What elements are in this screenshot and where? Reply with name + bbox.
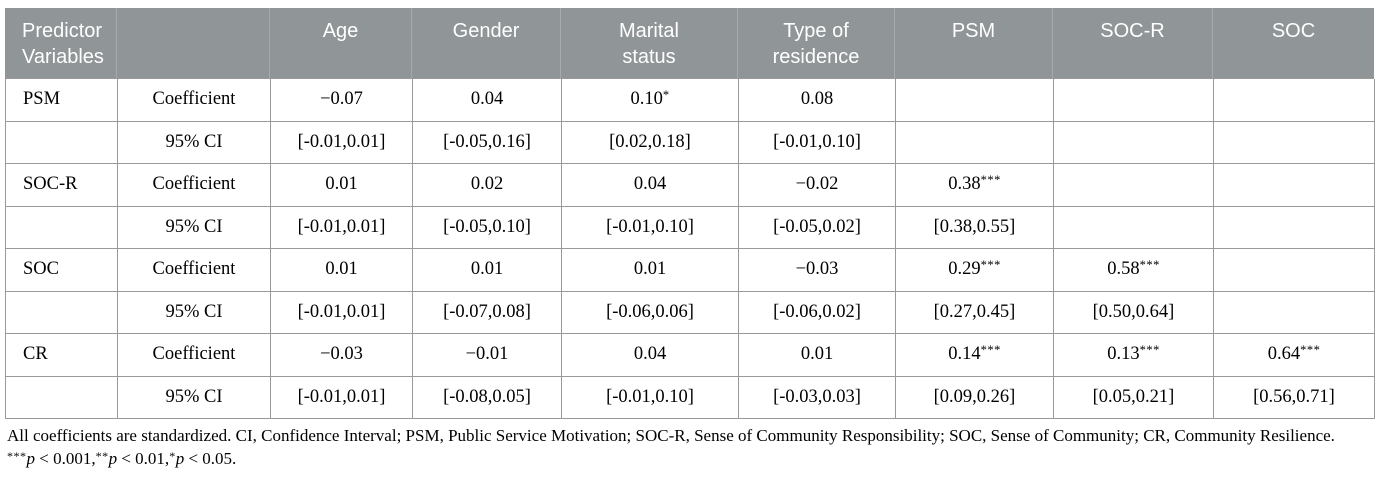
predictor-cell: PSM <box>6 79 118 122</box>
stat-label-cell: 95% CI <box>118 291 271 334</box>
column-header-marital-status: Marital status <box>561 8 738 78</box>
table-row: 95% CI [-0.01,0.01] [-0.05,0.16] [0.02,0.18… <box>6 121 1375 164</box>
value-cell: 0.04 <box>562 334 739 377</box>
predictor-cell <box>6 291 118 334</box>
value-cell <box>1214 206 1375 249</box>
value-cell: [0.38,0.55] <box>896 206 1054 249</box>
column-header-gender: Gender <box>412 8 561 78</box>
value-cell: 0.04 <box>413 79 562 122</box>
stat-label-cell: 95% CI <box>118 121 271 164</box>
value-cell <box>1054 206 1214 249</box>
stat-label-cell: Coefficient <box>118 79 271 122</box>
predictor-cell: SOC <box>6 249 118 292</box>
column-header-type-of-residence: Type of residence <box>738 8 895 78</box>
value-cell: −0.03 <box>271 334 413 377</box>
column-header-psm: PSM <box>895 8 1053 78</box>
column-header-age: Age <box>270 8 412 78</box>
value-cell: [-0.05,0.16] <box>413 121 562 164</box>
value-cell: [0.27,0.45] <box>896 291 1054 334</box>
value-cell: 0.13 *** <box>1054 334 1214 377</box>
value-cell: −0.07 <box>271 79 413 122</box>
value-cell: [-0.05,0.10] <box>413 206 562 249</box>
stat-label-cell: 95% CI <box>118 376 271 419</box>
predictor-cell <box>6 121 118 164</box>
value-cell: 0.01 <box>271 249 413 292</box>
table-body: PSM Coefficient −0.07 0.04 0.10 * 0.08 95% CI [-… <box>5 78 1375 419</box>
value-cell: [-0.03,0.03] <box>739 376 896 419</box>
value-cell: [0.02,0.18] <box>562 121 739 164</box>
table-row: CR Coefficient −0.03 −0.01 0.04 0.01 0.14 *** 0.… <box>6 334 1375 377</box>
value-cell: [-0.01,0.01] <box>271 291 413 334</box>
significance-note: ***p < 0.001,**p < 0.01,*p < 0.05. <box>7 449 237 468</box>
value-cell: 0.38 *** <box>896 164 1054 207</box>
predictor-cell: SOC-R <box>6 164 118 207</box>
stat-label-cell: 95% CI <box>118 206 271 249</box>
predictor-cell <box>6 206 118 249</box>
value-cell <box>1214 79 1375 122</box>
value-cell: [0.09,0.26] <box>896 376 1054 419</box>
value-cell: [-0.07,0.08] <box>413 291 562 334</box>
value-cell <box>1214 164 1375 207</box>
value-cell: −0.02 <box>739 164 896 207</box>
value-cell: 0.29 *** <box>896 249 1054 292</box>
value-cell: [-0.05,0.02] <box>739 206 896 249</box>
value-cell <box>1054 79 1214 122</box>
value-cell <box>1214 249 1375 292</box>
table-row: 95% CI [-0.01,0.01] [-0.05,0.10] [-0.01,0.1… <box>6 206 1375 249</box>
table-header-row: Predictor Variables Age Gender Marital s… <box>5 8 1374 78</box>
value-cell: [-0.06,0.06] <box>562 291 739 334</box>
value-cell: 0.01 <box>271 164 413 207</box>
predictor-cell <box>6 376 118 419</box>
value-cell: 0.14 *** <box>896 334 1054 377</box>
value-cell: [-0.01,0.10] <box>562 206 739 249</box>
table-footnote-abbreviations: All coefficients are standardized. CI, C… <box>7 426 1335 445</box>
value-cell: −0.01 <box>413 334 562 377</box>
value-cell: 0.10 * <box>562 79 739 122</box>
table-row: PSM Coefficient −0.07 0.04 0.10 * 0.08 <box>6 79 1375 122</box>
value-cell <box>1054 121 1214 164</box>
stat-label-cell: Coefficient <box>118 334 271 377</box>
column-header-predictor-variables: Predictor Variables <box>5 8 117 78</box>
results-table: Predictor Variables Age Gender Marital s… <box>5 8 1375 419</box>
value-cell <box>1214 121 1375 164</box>
table-row: 95% CI [-0.01,0.01] [-0.07,0.08] [-0.06,0.0… <box>6 291 1375 334</box>
value-cell: 0.01 <box>562 249 739 292</box>
value-cell: −0.03 <box>739 249 896 292</box>
value-cell: [0.05,0.21] <box>1054 376 1214 419</box>
value-cell: [-0.08,0.05] <box>413 376 562 419</box>
stat-label-cell: Coefficient <box>118 249 271 292</box>
value-cell: 0.08 <box>739 79 896 122</box>
value-cell: 0.04 <box>562 164 739 207</box>
value-cell: [0.56,0.71] <box>1214 376 1375 419</box>
table-row: SOC-R Coefficient 0.01 0.02 0.04 −0.02 0.38 *** <box>6 164 1375 207</box>
table-footnotes: All coefficients are standardized. CI, C… <box>7 424 1373 470</box>
value-cell <box>1054 164 1214 207</box>
value-cell <box>1214 291 1375 334</box>
column-header-stat-type <box>117 8 270 78</box>
table-row: 95% CI [-0.01,0.01] [-0.08,0.05] [-0.01,0.1… <box>6 376 1375 419</box>
value-cell: 0.01 <box>413 249 562 292</box>
value-cell: 0.01 <box>739 334 896 377</box>
value-cell <box>896 121 1054 164</box>
stat-label-cell: Coefficient <box>118 164 271 207</box>
value-cell: 0.64 *** <box>1214 334 1375 377</box>
value-cell: [-0.01,0.10] <box>562 376 739 419</box>
column-header-soc-r: SOC-R <box>1053 8 1213 78</box>
value-cell: [-0.01,0.01] <box>271 121 413 164</box>
table-row: SOC Coefficient 0.01 0.01 0.01 −0.03 0.29 *** 0.… <box>6 249 1375 292</box>
value-cell: 0.58 *** <box>1054 249 1214 292</box>
column-header-soc: SOC <box>1271 20 1316 42</box>
value-cell: [-0.06,0.02] <box>739 291 896 334</box>
value-cell: [-0.01,0.01] <box>271 206 413 249</box>
predictor-cell: CR <box>6 334 118 377</box>
value-cell <box>896 79 1054 122</box>
value-cell: [0.50,0.64] <box>1054 291 1214 334</box>
value-cell: [-0.01,0.10] <box>739 121 896 164</box>
value-cell: [-0.01,0.01] <box>271 376 413 419</box>
value-cell: 0.02 <box>413 164 562 207</box>
